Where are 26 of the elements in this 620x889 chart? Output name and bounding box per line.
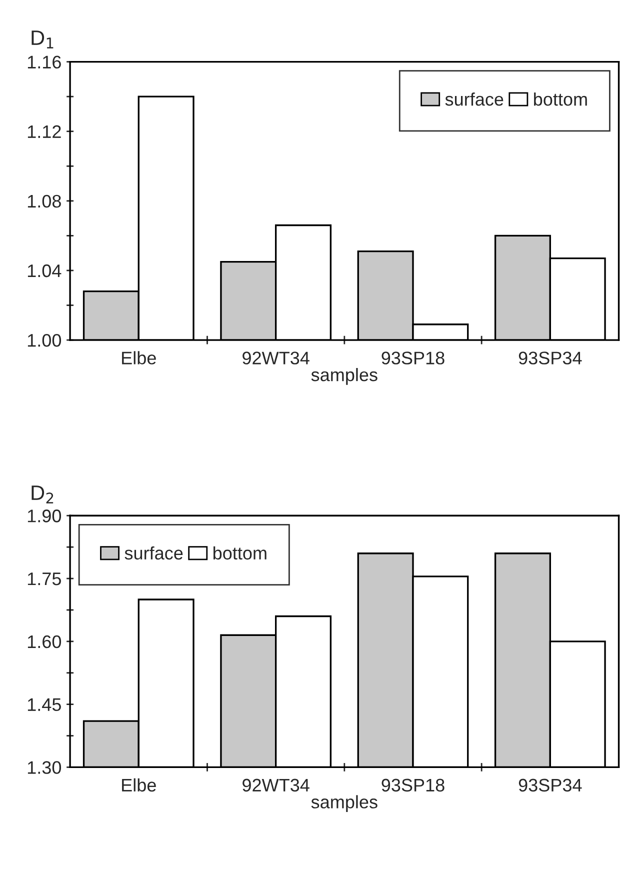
y-tick-label: 1.75	[28, 572, 61, 586]
y-axis-title: D$_{1}$	[32, 30, 54, 48]
legend-label: surface	[124, 546, 183, 560]
legend-label: surface	[445, 92, 504, 106]
y-tick-label: 1.12	[28, 125, 61, 138]
legend-label: bottom	[534, 92, 587, 106]
y-tick-label: 1.60	[28, 635, 62, 648]
x-tick-label: 93SP18	[382, 352, 444, 364]
x-tick-label: 92WT34	[242, 778, 310, 792]
x-tick-label: 93SP34	[518, 352, 582, 364]
y-tick-label: 1.90	[28, 510, 62, 522]
x-tick-label: Elbe	[122, 351, 156, 364]
y-tick-label: 1.30	[28, 761, 62, 774]
x-axis-title: samples	[311, 795, 378, 812]
text: 1.00	[28, 334, 62, 347]
y-tick-label: 1.08	[28, 194, 61, 208]
y-tick-label: 1.16	[28, 56, 61, 69]
y-axis-title: D$_{2}$	[32, 486, 54, 504]
legend-label: bottom	[213, 546, 266, 560]
y-tick-label: 1.45	[28, 698, 61, 712]
x-axis-title: samples	[311, 368, 378, 385]
x-tick-label: 93SP18	[382, 778, 444, 792]
x-tick-label: 93SP34	[518, 778, 582, 792]
x-tick-label: Elbe	[122, 778, 156, 792]
x-tick-label: 92WT34	[242, 352, 310, 364]
y-tick-label: 1.04	[28, 264, 62, 278]
